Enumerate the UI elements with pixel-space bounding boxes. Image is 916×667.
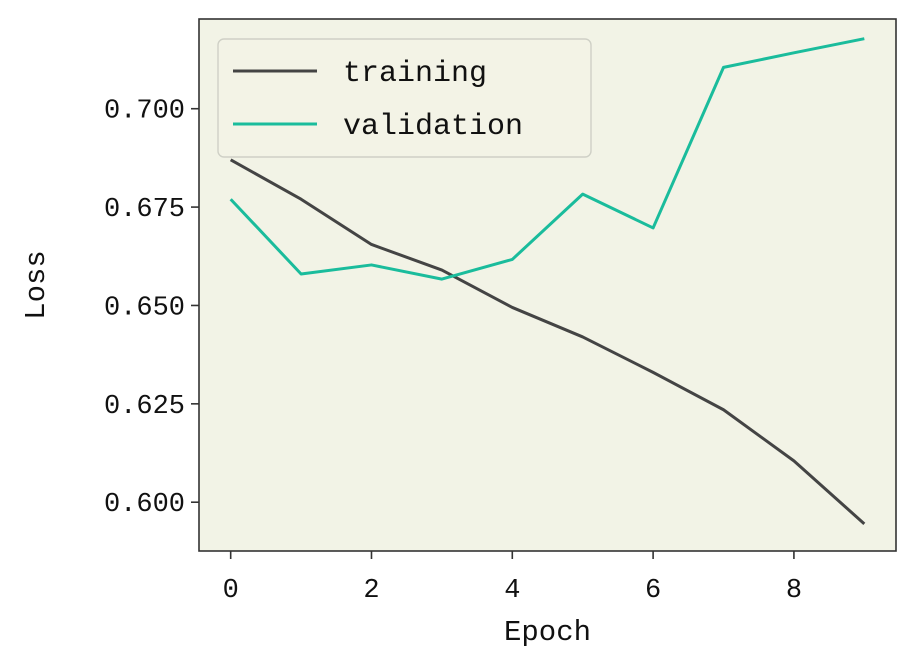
y-tick-label: 0.675 <box>104 195 185 225</box>
x-tick-label: 8 <box>786 576 802 606</box>
x-axis: 0 2 4 6 8 <box>223 551 802 606</box>
legend-box <box>217 38 592 158</box>
legend: training validation <box>217 38 592 158</box>
x-tick-label: 4 <box>504 576 520 606</box>
x-axis-title: Epoch <box>504 616 591 649</box>
y-axis-title: Loss <box>20 250 53 320</box>
series-line-training <box>229 158 866 525</box>
series-layer <box>229 37 866 525</box>
y-axis: 0.600 0.625 0.650 0.675 0.700 <box>104 97 199 520</box>
series-line-validation <box>229 37 865 281</box>
y-tick-label: 0.650 <box>104 293 185 323</box>
x-tick-label: 0 <box>223 576 239 606</box>
x-tick-label: 6 <box>645 576 661 606</box>
y-tick-label: 0.700 <box>104 97 185 127</box>
x-tick-label: 2 <box>363 576 379 606</box>
plot-frame <box>198 18 897 552</box>
legend-label-validation: validation <box>343 110 523 144</box>
y-tick-label: 0.625 <box>104 392 185 422</box>
y-tick-label: 0.600 <box>104 490 185 520</box>
legend-label-training: training <box>343 57 487 91</box>
